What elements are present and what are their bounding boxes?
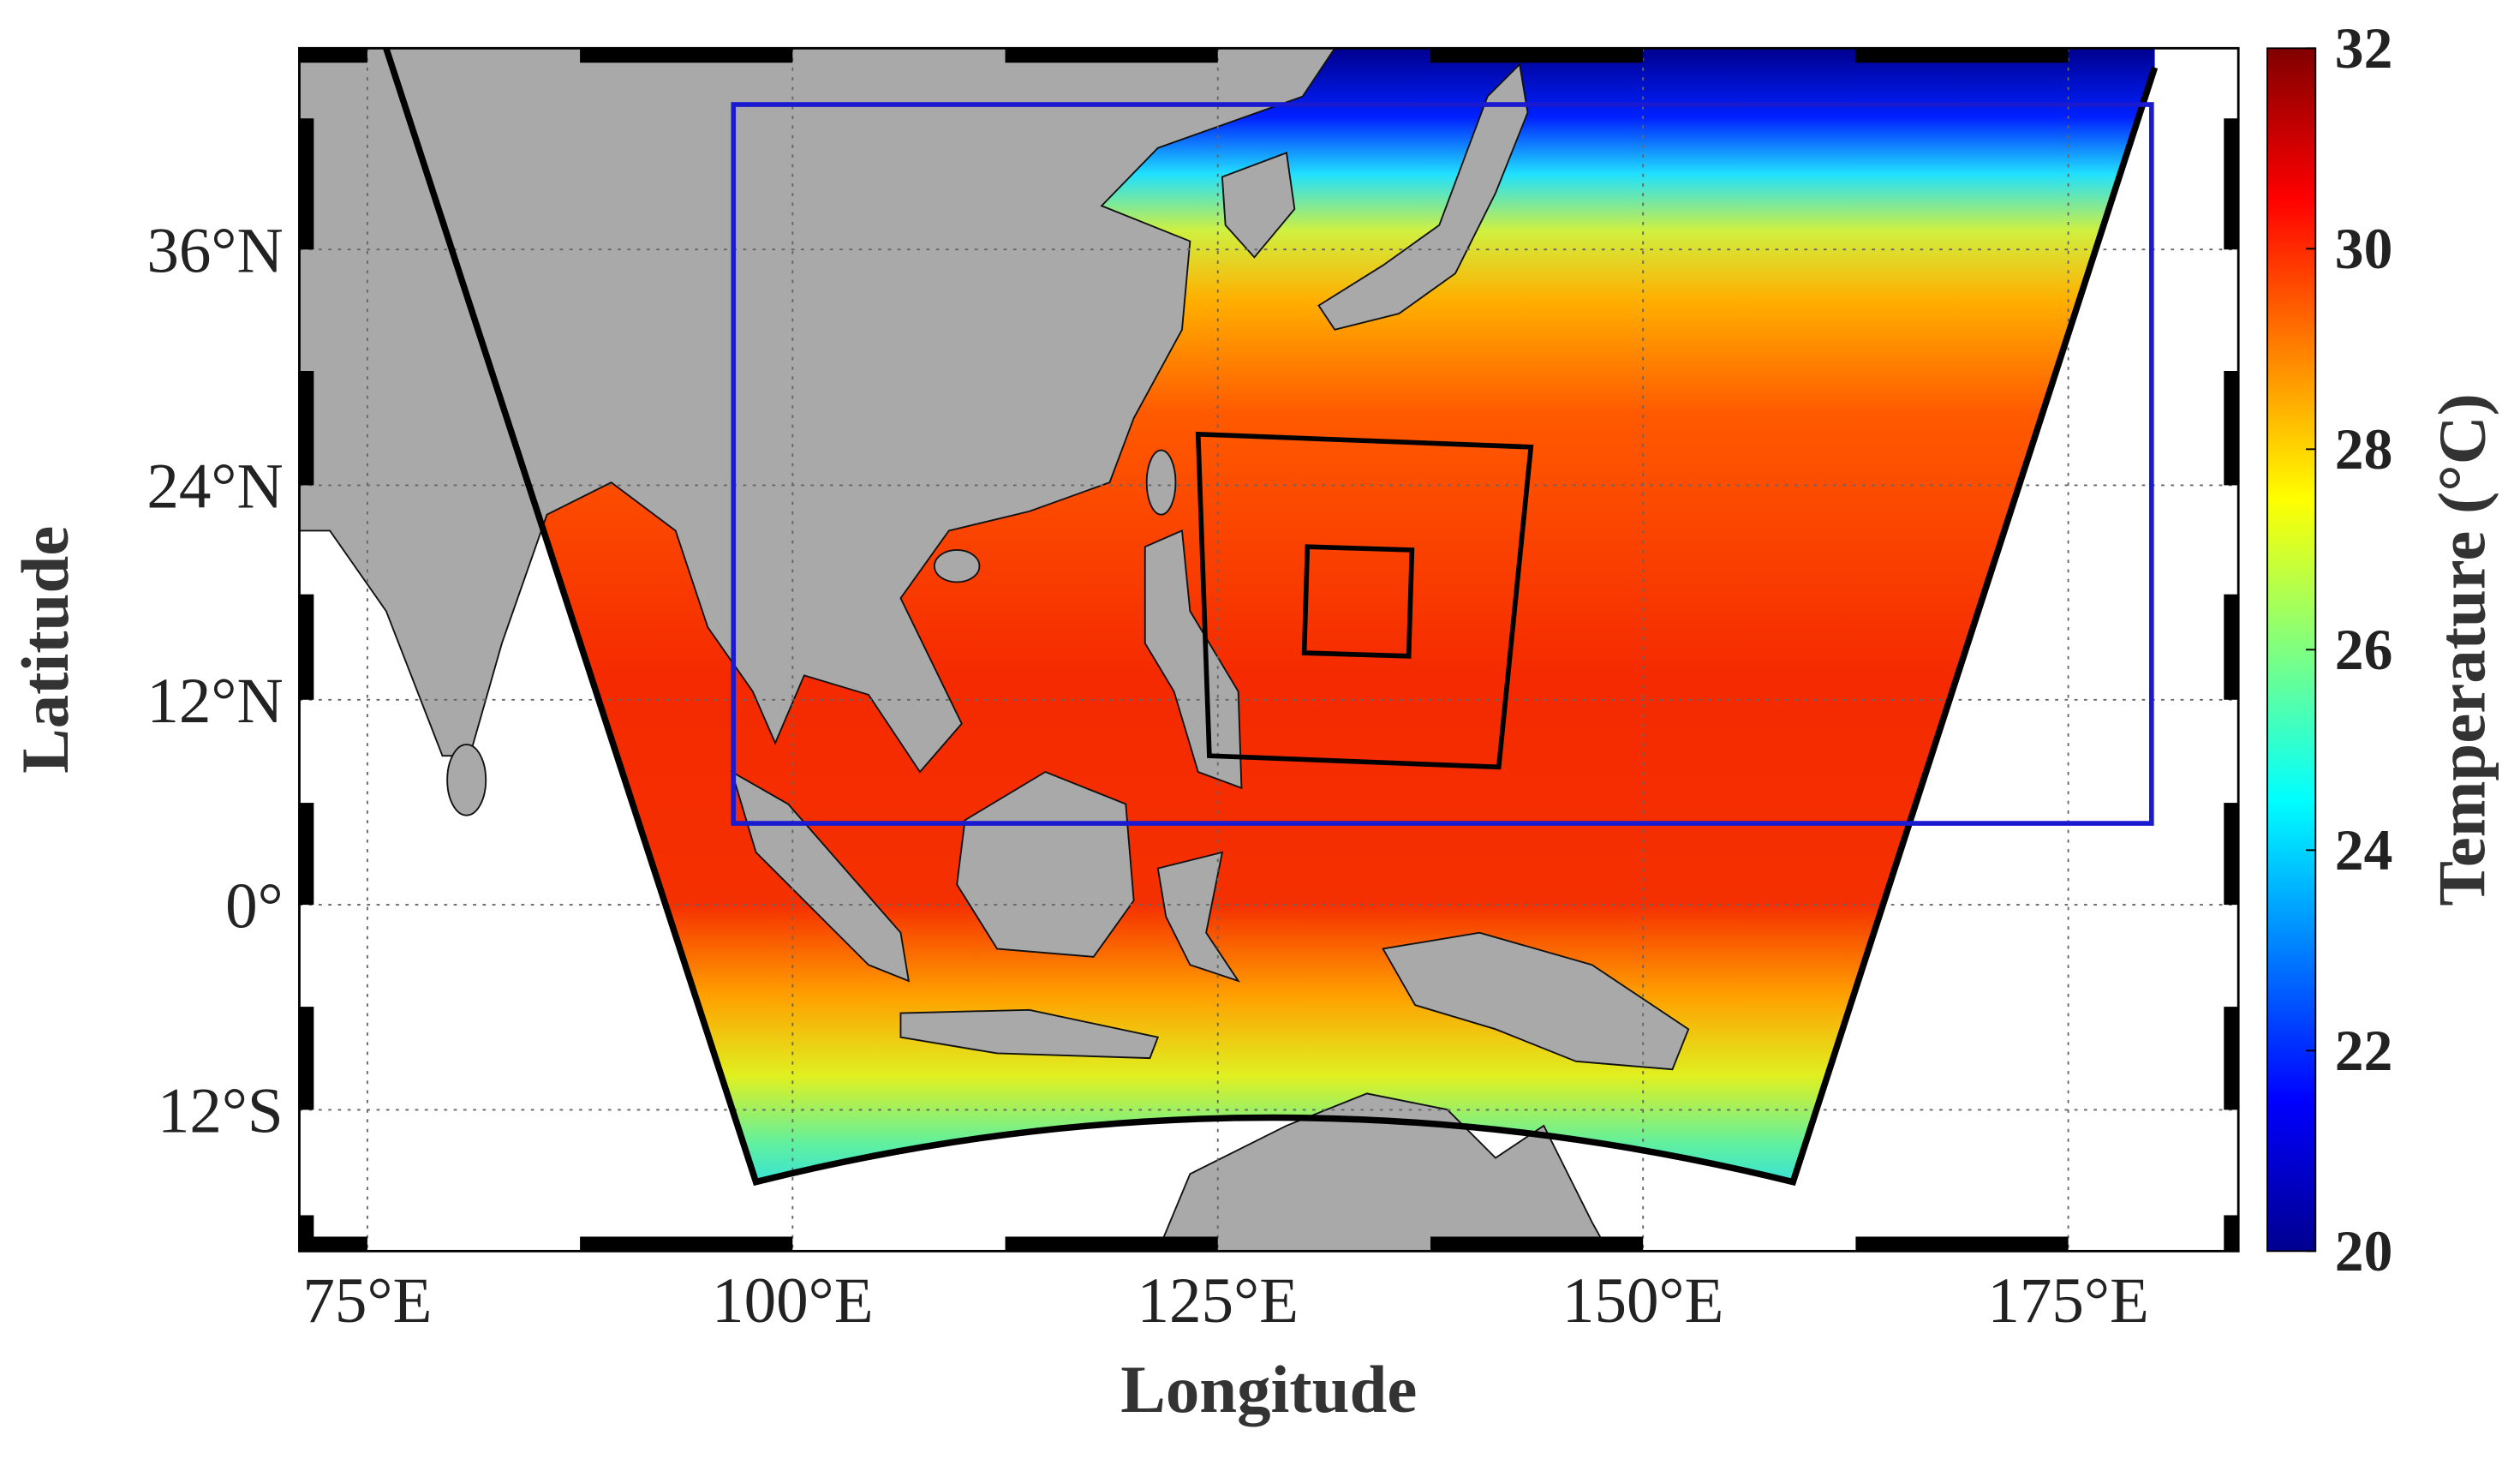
frame-border <box>299 48 2239 1252</box>
border-segment <box>2224 1215 2239 1252</box>
border-segment <box>580 1236 793 1252</box>
border-segment <box>1855 1236 2069 1252</box>
border-segment <box>2224 1007 2239 1110</box>
x-tick-label: 75°E <box>302 1265 432 1336</box>
border-segment <box>299 1236 367 1252</box>
grid <box>299 48 2239 1252</box>
domain-boundary <box>383 48 2159 1187</box>
border-segment <box>299 594 314 700</box>
colorbar-tick-label: 24 <box>2335 818 2393 882</box>
y-tick-label: 12°S <box>158 1076 284 1147</box>
y-tick-label: 0° <box>225 870 284 942</box>
colorbar-tick-label: 20 <box>2335 1219 2393 1283</box>
colorbar-tick-label: 22 <box>2335 1019 2393 1083</box>
border-segment <box>299 48 367 63</box>
x-axis-label: Longitude <box>1120 1353 1417 1427</box>
y-tick-label: 24°N <box>146 451 283 523</box>
y-tick-label: 12°N <box>146 666 283 737</box>
blue-box <box>731 102 2154 826</box>
border-segment <box>299 803 314 906</box>
x-tick-label: 175°E <box>1987 1265 2149 1336</box>
frame <box>298 46 2240 1253</box>
border-segment <box>1855 48 2069 63</box>
colorbar-tick-label: 28 <box>2335 417 2393 481</box>
border-segment <box>1430 48 1644 63</box>
colorbar-tick-label: 30 <box>2335 217 2393 281</box>
border-segment <box>1430 1236 1644 1252</box>
border-segment <box>2224 803 2239 906</box>
x-tick-label: 100°E <box>712 1265 874 1336</box>
map-area <box>299 48 2239 1252</box>
border-segment <box>2224 370 2239 486</box>
y-tick-label: 36°N <box>146 216 283 287</box>
border-segment <box>299 1215 314 1252</box>
y-axis-label: Latitude <box>9 526 83 774</box>
border-segment <box>1005 1236 1218 1252</box>
x-tick-label: 150°E <box>1562 1265 1724 1336</box>
border-segment <box>580 48 793 63</box>
border-segment <box>2224 594 2239 700</box>
border-segment <box>1005 48 1218 63</box>
colorbar-tick-label: 26 <box>2335 618 2393 682</box>
inner-box <box>1301 544 1415 659</box>
border-segment <box>2224 118 2239 250</box>
border-segment <box>299 1007 314 1110</box>
border-segment <box>299 370 314 486</box>
outer-box <box>1195 431 1534 770</box>
x-tick-label: 125°E <box>1137 1265 1299 1336</box>
border-segment <box>299 118 314 250</box>
colorbar-label: Temperature (°C) <box>2425 393 2499 906</box>
colorbar-tick-label: 32 <box>2335 16 2393 81</box>
